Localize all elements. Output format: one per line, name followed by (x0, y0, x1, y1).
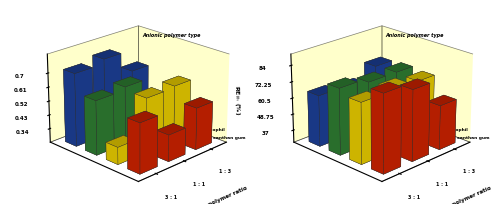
X-axis label: Chitosan: polymer ratio: Chitosan: polymer ratio (179, 184, 248, 204)
X-axis label: Chitosan: polymer ratio: Chitosan: polymer ratio (423, 184, 492, 204)
